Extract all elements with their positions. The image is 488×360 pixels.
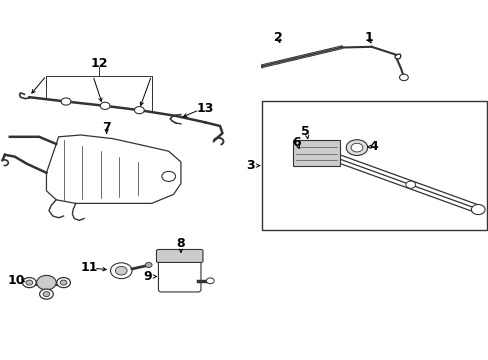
Bar	[261, 101, 486, 230]
Circle shape	[26, 280, 33, 285]
Circle shape	[115, 266, 127, 275]
Text: 9: 9	[143, 270, 152, 283]
Circle shape	[346, 140, 367, 156]
Circle shape	[37, 275, 56, 290]
Circle shape	[22, 278, 36, 288]
FancyBboxPatch shape	[156, 249, 203, 262]
Text: 1: 1	[364, 31, 373, 44]
Text: 13: 13	[196, 102, 214, 115]
Polygon shape	[46, 135, 181, 203]
Circle shape	[100, 102, 110, 109]
Circle shape	[470, 204, 484, 215]
Text: 2: 2	[274, 31, 283, 44]
Circle shape	[162, 171, 175, 181]
Text: 5: 5	[301, 125, 309, 138]
Circle shape	[60, 280, 67, 285]
Bar	[293, 140, 339, 166]
Circle shape	[61, 98, 71, 105]
Text: 6: 6	[292, 136, 301, 149]
Text: 8: 8	[176, 237, 185, 250]
Circle shape	[405, 181, 415, 188]
Text: 12: 12	[90, 57, 107, 70]
Circle shape	[206, 278, 214, 284]
Polygon shape	[261, 46, 342, 68]
Text: 11: 11	[81, 261, 98, 274]
Circle shape	[145, 262, 152, 267]
Circle shape	[399, 74, 407, 81]
Circle shape	[40, 289, 53, 299]
Text: 7: 7	[102, 121, 111, 134]
Text: 4: 4	[368, 140, 377, 153]
Circle shape	[110, 263, 132, 279]
Circle shape	[134, 107, 144, 114]
FancyBboxPatch shape	[158, 257, 201, 292]
Text: 3: 3	[246, 159, 255, 172]
Circle shape	[57, 278, 70, 288]
Text: 10: 10	[7, 274, 25, 287]
Circle shape	[350, 143, 362, 152]
Circle shape	[43, 292, 50, 297]
